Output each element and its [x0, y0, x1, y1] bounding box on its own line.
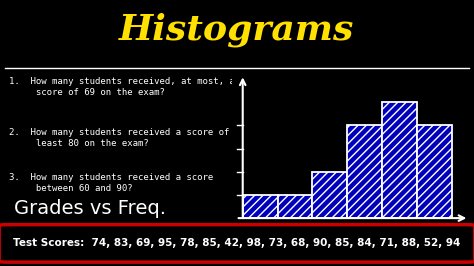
- Text: 3.  How many students received a score
     between 60 and 90?: 3. How many students received a score be…: [9, 173, 214, 193]
- Text: 2.  How many students received a score of at
     least 80 on the exam?: 2. How many students received a score of…: [9, 128, 246, 148]
- Bar: [312, 172, 347, 218]
- Bar: [417, 126, 452, 218]
- Bar: [382, 102, 417, 218]
- Text: Grades vs Freq.: Grades vs Freq.: [14, 199, 166, 218]
- Text: 1.  How many students received, at most, a
     score of 69 on the exam?: 1. How many students received, at most, …: [9, 77, 235, 97]
- Text: Test Scores:  74, 83, 69, 95, 78, 85, 42, 98, 73, 68, 90, 85, 84, 71, 88, 52, 94: Test Scores: 74, 83, 69, 95, 78, 85, 42,…: [13, 238, 461, 248]
- Bar: [347, 126, 382, 218]
- Bar: [278, 195, 312, 218]
- FancyBboxPatch shape: [0, 225, 474, 262]
- Bar: [243, 195, 278, 218]
- Text: Histograms: Histograms: [119, 13, 355, 47]
